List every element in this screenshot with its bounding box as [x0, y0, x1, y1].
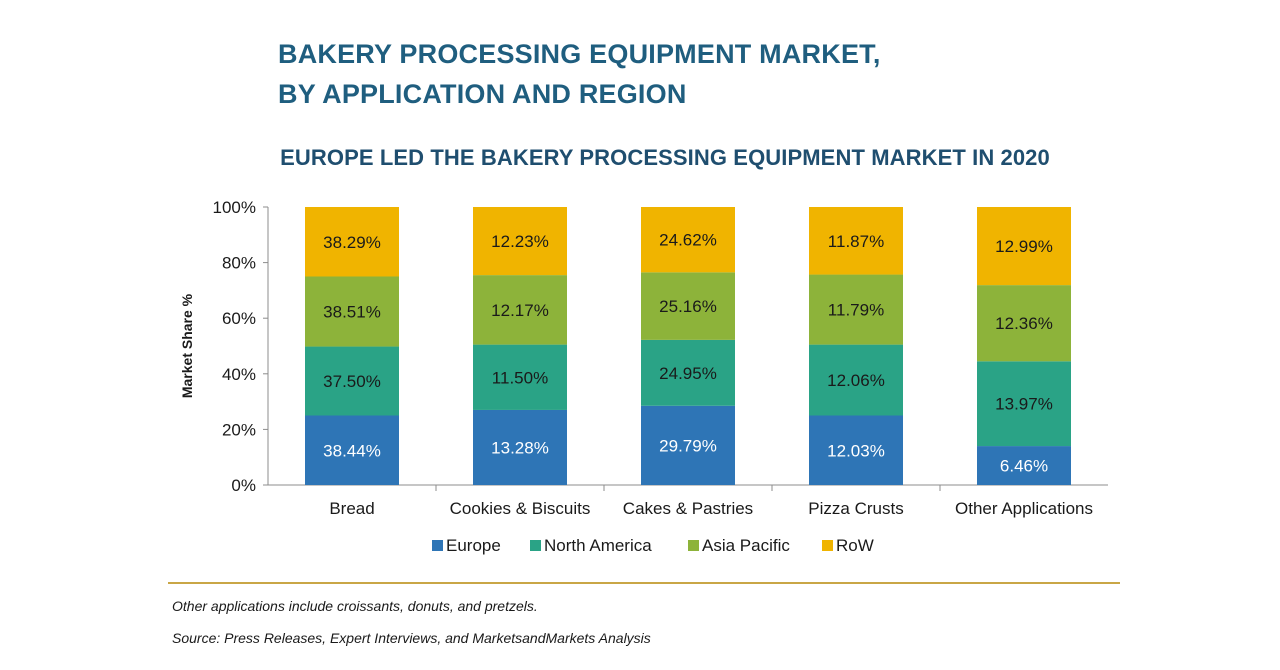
footnote-note: Other applications include croissants, d… — [172, 598, 538, 614]
data-label: 12.23% — [491, 232, 549, 251]
bar-segment-europe — [305, 415, 399, 485]
bar-segment-row — [305, 207, 399, 277]
x-tick-label: Pizza Crusts — [808, 499, 903, 518]
y-tick-label: 40% — [222, 365, 256, 384]
bar-segment-row — [809, 207, 903, 275]
bar-segment-asia-pacific — [473, 275, 567, 345]
data-label: 38.29% — [323, 233, 381, 252]
x-tick-label: Cookies & Biscuits — [450, 499, 591, 518]
bar-segment-europe — [473, 409, 567, 485]
data-label: 12.17% — [491, 301, 549, 320]
data-label: 12.03% — [827, 441, 885, 460]
footnote-source: Source: Press Releases, Expert Interview… — [172, 630, 651, 646]
data-label: 13.28% — [491, 438, 549, 457]
data-label: 37.50% — [323, 372, 381, 391]
data-label: 24.62% — [659, 231, 717, 250]
legend-label: North America — [544, 536, 652, 555]
bar-segment-row — [977, 207, 1071, 286]
bar-segment-asia-pacific — [305, 276, 399, 347]
page-title-line-1: BAKERY PROCESSING EQUIPMENT MARKET, — [278, 39, 881, 69]
y-tick-label: 80% — [222, 254, 256, 273]
x-tick-label: Other Applications — [955, 499, 1093, 518]
data-label: 12.06% — [827, 371, 885, 390]
bar-segment-north-america — [641, 339, 735, 406]
legend-label: Asia Pacific — [702, 536, 790, 555]
bar-segment-north-america — [305, 346, 399, 416]
data-label: 11.79% — [828, 301, 884, 320]
bar-segment-asia-pacific — [977, 285, 1071, 362]
y-tick-label: 60% — [222, 309, 256, 328]
data-label: 12.99% — [995, 237, 1053, 256]
legend-label: Europe — [446, 536, 501, 555]
data-label: 24.95% — [659, 364, 717, 383]
data-label: 25.16% — [659, 297, 717, 316]
legend-swatch — [822, 540, 833, 551]
y-axis-title: Market Share % — [179, 293, 195, 398]
data-label: 11.50% — [492, 368, 548, 387]
data-label: 38.44% — [323, 441, 381, 460]
bar-segment-asia-pacific — [641, 272, 735, 340]
bar-segment-north-america — [473, 344, 567, 410]
y-tick-label: 0% — [231, 476, 256, 495]
chart-title: EUROPE LED THE BAKERY PROCESSING EQUIPME… — [280, 145, 1050, 170]
bar-segment-north-america — [809, 344, 903, 416]
legend-swatch — [688, 540, 699, 551]
data-label: 38.51% — [323, 303, 381, 322]
bar-segment-europe — [641, 405, 735, 485]
bar-segment-north-america — [977, 361, 1071, 447]
data-label: 6.46% — [1000, 457, 1048, 476]
y-tick-label: 20% — [222, 420, 256, 439]
legend-label: RoW — [836, 536, 874, 555]
bar-segment-asia-pacific — [809, 274, 903, 345]
legend-swatch — [432, 540, 443, 551]
page-title-line-2: BY APPLICATION AND REGION — [278, 79, 687, 109]
bar-segment-europe — [977, 446, 1071, 485]
data-label: 12.36% — [995, 314, 1053, 333]
x-tick-label: Bread — [329, 499, 374, 518]
y-tick-label: 100% — [213, 198, 256, 217]
divider — [168, 582, 1120, 584]
x-tick-label: Cakes & Pastries — [623, 499, 753, 518]
data-label: 29.79% — [659, 436, 717, 455]
bar-segment-europe — [809, 415, 903, 485]
bar-segment-row — [641, 207, 735, 273]
page-title: BAKERY PROCESSING EQUIPMENT MARKET, BY A… — [278, 34, 881, 114]
bar-segment-row — [473, 207, 567, 276]
data-label: 11.87% — [828, 232, 884, 251]
legend-swatch — [530, 540, 541, 551]
data-label: 13.97% — [995, 395, 1053, 414]
